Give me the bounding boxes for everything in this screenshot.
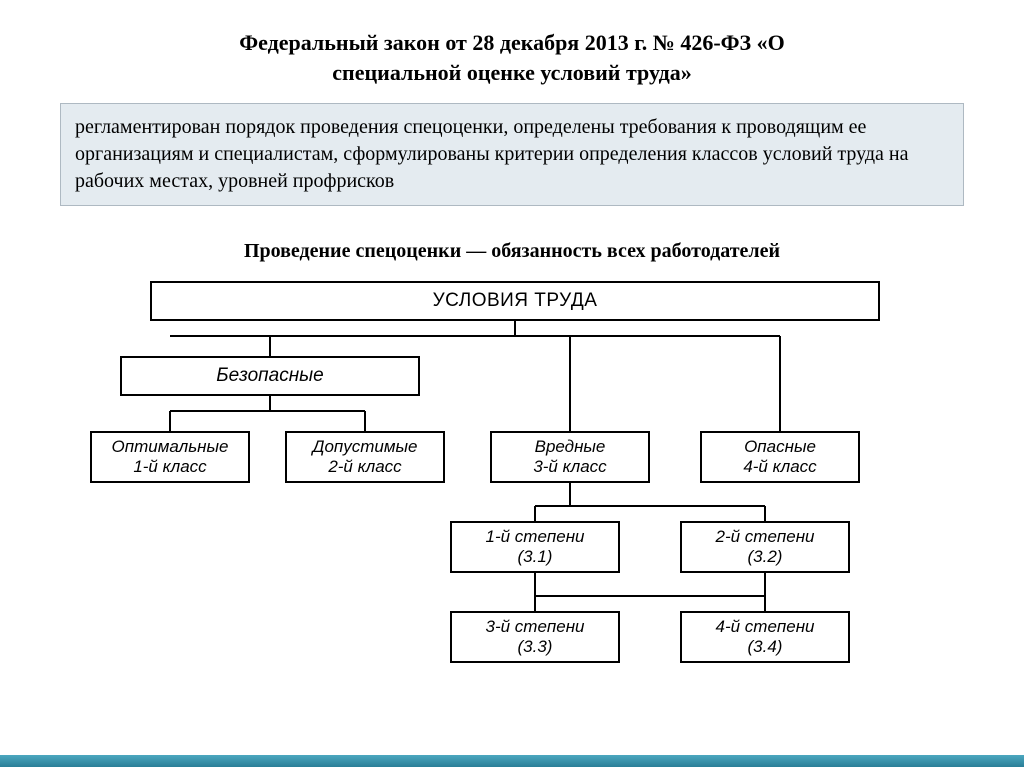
box-line: (3.1): [518, 547, 553, 567]
box-line: 1-й степени: [485, 527, 584, 547]
box-line: 2-й степени: [715, 527, 814, 547]
info-text: регламентирован порядок проведения спецо…: [75, 116, 909, 192]
box-line: 3-й класс: [533, 457, 606, 477]
box-line: Опасные: [744, 437, 816, 457]
box-line: УСЛОВИЯ ТРУДА: [433, 290, 598, 313]
page-title: Федеральный закон от 28 декабря 2013 г. …: [0, 0, 1024, 103]
title-line-2: специальной оценке условий труда»: [332, 60, 691, 85]
class-node-2: Допустимые2-й класс: [285, 431, 445, 483]
root-node: УСЛОВИЯ ТРУДА: [150, 281, 880, 321]
box-line: Оптимальные: [112, 437, 229, 457]
degree-node-2: 2-й степени(3.2): [680, 521, 850, 573]
info-box: регламентирован порядок проведения спецо…: [60, 103, 964, 206]
box-line: 2-й класс: [328, 457, 401, 477]
degree-node-1: 1-й степени(3.1): [450, 521, 620, 573]
subtitle: Проведение спецоценки — обязанность всех…: [0, 206, 1024, 281]
box-line: (3.4): [748, 637, 783, 657]
box-line: (3.3): [518, 637, 553, 657]
class-node-1: Оптимальные1-й класс: [90, 431, 250, 483]
class-node-3: Вредные3-й класс: [490, 431, 650, 483]
degree-node-4: 4-й степени(3.4): [680, 611, 850, 663]
tree-diagram: УСЛОВИЯ ТРУДА Безопасные Оптимальные1-й кл…: [60, 281, 964, 701]
box-line: Вредные: [535, 437, 606, 457]
bottom-accent-bar: [0, 755, 1024, 767]
title-line-1: Федеральный закон от 28 декабря 2013 г. …: [239, 30, 785, 55]
degree-node-3: 3-й степени(3.3): [450, 611, 620, 663]
class-node-4: Опасные4-й класс: [700, 431, 860, 483]
group-safe: Безопасные: [120, 356, 420, 396]
box-line: 4-й класс: [743, 457, 816, 477]
box-line: Допустимые: [312, 437, 417, 457]
box-line: 3-й степени: [485, 617, 584, 637]
subtitle-text: Проведение спецоценки — обязанность всех…: [244, 240, 780, 262]
box-line: Безопасные: [216, 365, 323, 388]
box-line: 1-й класс: [133, 457, 206, 477]
box-line: 4-й степени: [715, 617, 814, 637]
box-line: (3.2): [748, 547, 783, 567]
